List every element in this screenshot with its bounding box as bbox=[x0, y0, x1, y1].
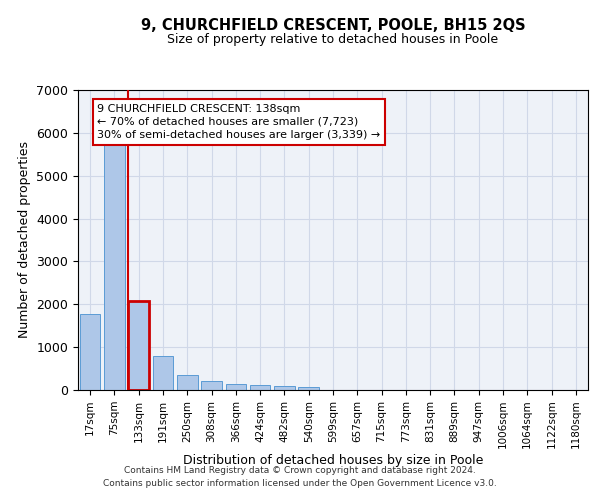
X-axis label: Distribution of detached houses by size in Poole: Distribution of detached houses by size … bbox=[183, 454, 483, 467]
Bar bbox=[152, 356, 173, 390]
Y-axis label: Number of detached properties: Number of detached properties bbox=[18, 142, 31, 338]
Bar bbox=[104, 142, 125, 390]
Bar bbox=[128, 301, 149, 390]
Bar bbox=[177, 376, 197, 390]
Text: 9 CHURCHFIELD CRESCENT: 138sqm
← 70% of detached houses are smaller (7,723)
30% : 9 CHURCHFIELD CRESCENT: 138sqm ← 70% of … bbox=[97, 104, 380, 140]
Text: 9, CHURCHFIELD CRESCENT, POOLE, BH15 2QS: 9, CHURCHFIELD CRESCENT, POOLE, BH15 2QS bbox=[140, 18, 526, 32]
Text: Contains HM Land Registry data © Crown copyright and database right 2024.
Contai: Contains HM Land Registry data © Crown c… bbox=[103, 466, 497, 487]
Bar bbox=[226, 384, 246, 390]
Text: Size of property relative to detached houses in Poole: Size of property relative to detached ho… bbox=[167, 32, 499, 46]
Bar bbox=[298, 386, 319, 390]
Bar bbox=[274, 386, 295, 390]
Bar bbox=[250, 386, 271, 390]
Bar bbox=[80, 314, 100, 390]
Bar bbox=[201, 382, 222, 390]
